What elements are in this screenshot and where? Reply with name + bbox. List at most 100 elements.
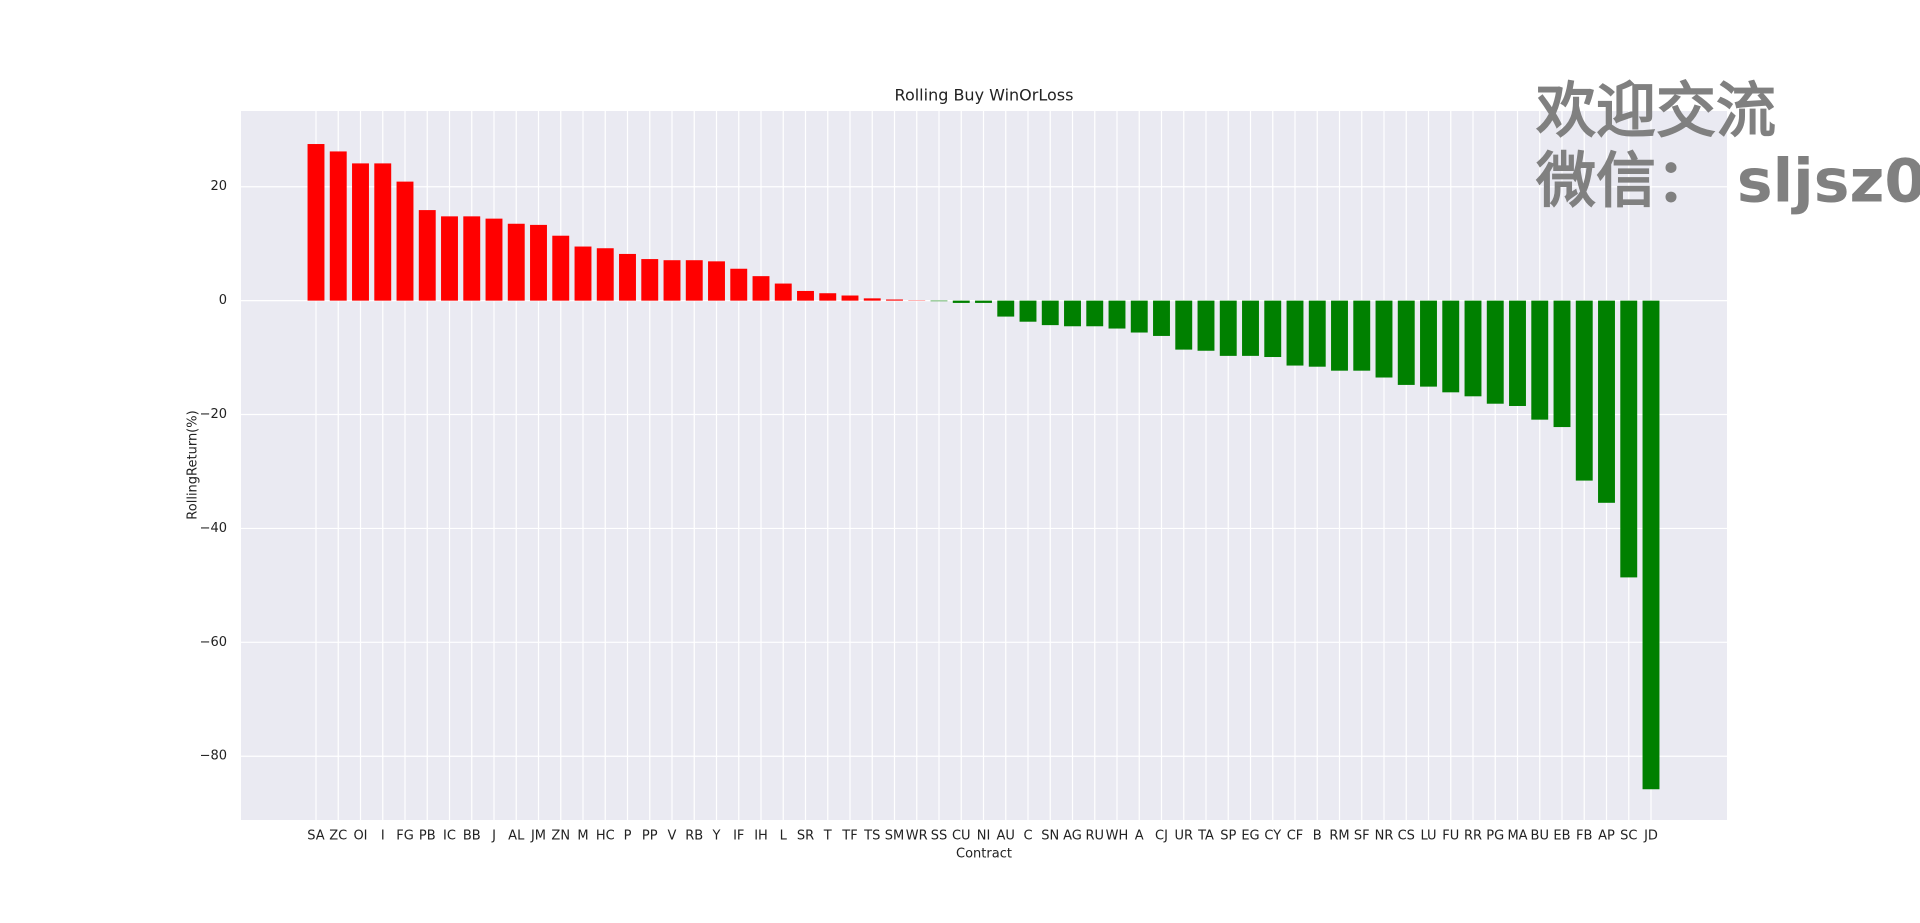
x-tick-label: FU [1442, 829, 1459, 844]
bar [1509, 300, 1526, 406]
x-tick-label: AP [1598, 829, 1615, 844]
y-tick-label: 0 [219, 293, 227, 308]
x-tick-label: RU [1085, 829, 1104, 844]
bar [663, 260, 681, 301]
x-tick-label: SF [1354, 829, 1370, 844]
x-tick-label: PG [1486, 829, 1504, 844]
bar [863, 298, 881, 301]
bar [930, 300, 948, 302]
x-tick-label: A [1135, 829, 1144, 844]
y-tick-label: −80 [200, 749, 227, 764]
x-tick-label: RB [685, 829, 703, 844]
bar [752, 276, 770, 301]
bar [441, 216, 458, 301]
x-tick-label: NR [1375, 829, 1394, 844]
x-tick-label: PP [642, 829, 658, 844]
x-tick-label: SA [307, 829, 324, 844]
x-tick-label: P [624, 829, 632, 844]
x-tick-label: PB [419, 829, 436, 844]
watermark: 微信： sljsz01 [1535, 147, 1920, 217]
x-tick-label: ZN [551, 829, 570, 844]
x-tick-label: RR [1464, 829, 1482, 844]
bar [1286, 300, 1304, 366]
bar [1464, 300, 1482, 397]
bar [1553, 300, 1571, 428]
bar [552, 235, 570, 301]
bar [708, 261, 725, 301]
bar [975, 300, 992, 303]
x-tick-label: EG [1241, 829, 1259, 844]
bar [1397, 300, 1415, 385]
bar [886, 299, 903, 301]
x-tick-label: ZC [329, 829, 347, 844]
x-tick-label: CY [1264, 829, 1281, 844]
x-tick-label: WR [906, 829, 928, 844]
x-tick-label: IF [733, 829, 744, 844]
x-tick-label: TS [863, 829, 880, 844]
bar [1308, 300, 1326, 367]
x-tick-label: BU [1531, 829, 1549, 844]
x-tick-label: LU [1420, 829, 1436, 844]
bar [1153, 300, 1170, 336]
x-tick-label: AL [508, 829, 525, 844]
y-tick-label: −20 [200, 407, 227, 422]
bar [819, 293, 837, 301]
bar [774, 283, 792, 301]
bar [329, 151, 347, 301]
bar [1442, 300, 1460, 393]
bar [730, 268, 748, 301]
x-tick-label: J [491, 829, 496, 844]
bar [530, 224, 547, 301]
chart-title: Rolling Buy WinOrLoss [895, 86, 1074, 105]
bar [1331, 300, 1348, 371]
bar [396, 181, 414, 301]
bar [1531, 300, 1549, 420]
bar [1108, 300, 1126, 329]
x-tick-label: SN [1041, 829, 1059, 844]
x-tick-label: UR [1174, 829, 1193, 844]
y-tick-label: 20 [210, 179, 227, 194]
bar [619, 253, 636, 301]
bar [997, 300, 1015, 317]
x-tick-label: BB [463, 829, 481, 844]
x-tick-label: FG [396, 829, 414, 844]
bar [1130, 300, 1148, 333]
bar [352, 163, 369, 301]
x-tick-label: M [577, 829, 588, 844]
x-tick-label: RM [1329, 829, 1349, 844]
bar [1642, 300, 1660, 790]
x-tick-label: CS [1398, 829, 1415, 844]
x-tick-label: SP [1220, 829, 1236, 844]
x-tick-label: HC [596, 829, 615, 844]
x-tick-label: SR [797, 829, 814, 844]
bar [374, 163, 392, 301]
bar [463, 216, 481, 301]
bar [1598, 300, 1615, 503]
bar [1175, 300, 1193, 350]
bar [307, 144, 325, 301]
bar [641, 259, 659, 301]
y-tick-label: −60 [200, 635, 227, 650]
x-axis-label: Contract [956, 847, 1012, 862]
x-tick-label: TA [1197, 829, 1214, 844]
x-tick-label: B [1313, 829, 1322, 844]
x-tick-label: EB [1553, 829, 1570, 844]
x-tick-label: V [668, 829, 677, 844]
x-tick-label: FB [1576, 829, 1592, 844]
x-tick-label: T [823, 829, 832, 844]
y-tick-label: −40 [200, 521, 227, 536]
x-tick-label: CF [1287, 829, 1304, 844]
x-tick-label: WH [1106, 829, 1129, 844]
x-tick-label: MA [1507, 829, 1527, 844]
bar [841, 295, 859, 301]
bar [1197, 300, 1215, 351]
bar [685, 260, 703, 301]
x-tick-label: AG [1063, 829, 1082, 844]
x-tick-label: SM [885, 829, 904, 844]
x-tick-label: L [780, 829, 788, 844]
bar [1242, 300, 1259, 356]
bars [307, 144, 1660, 790]
bar [1264, 300, 1282, 358]
x-tick-label: IC [443, 829, 456, 844]
